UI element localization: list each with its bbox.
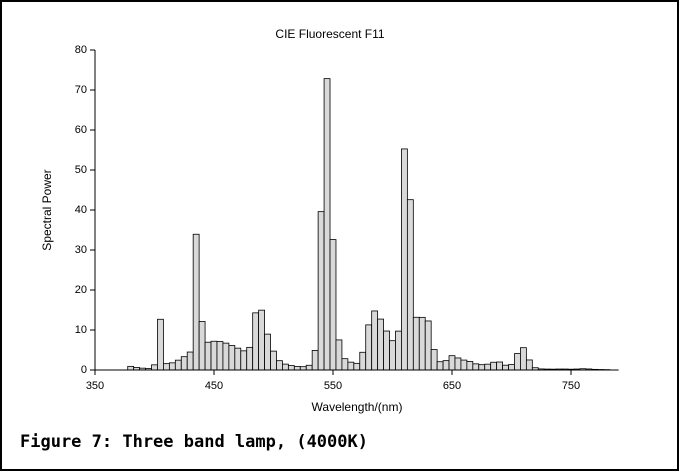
bar — [198, 321, 206, 371]
bar — [323, 78, 331, 371]
bar — [270, 350, 277, 371]
bar — [424, 320, 432, 371]
bar — [478, 364, 486, 371]
y-tick-label: 60 — [75, 124, 87, 136]
bar — [514, 353, 521, 371]
bar — [502, 364, 509, 371]
bar — [127, 365, 135, 371]
x-tick-label: 450 — [205, 380, 223, 392]
y-tick-label: 70 — [75, 84, 87, 96]
y-tick-label: 50 — [75, 164, 87, 176]
y-tick-label: 20 — [75, 284, 87, 296]
bar — [335, 339, 343, 371]
bar — [228, 345, 236, 371]
bar — [168, 362, 176, 371]
bar — [157, 318, 164, 371]
y-tick-label: 40 — [75, 204, 87, 216]
bar — [240, 350, 248, 371]
bar — [436, 361, 444, 371]
bar — [466, 361, 474, 371]
bar — [442, 360, 450, 371]
bar — [287, 365, 295, 371]
y-axis-label: Spectral Power — [40, 169, 54, 250]
bar — [305, 364, 313, 371]
bar — [186, 351, 194, 371]
y-tick-label: 80 — [75, 44, 87, 56]
bar — [341, 358, 349, 371]
bar — [484, 363, 492, 371]
bar — [460, 359, 468, 371]
x-tick-label: 750 — [562, 380, 580, 392]
bar — [472, 363, 480, 371]
bar — [353, 362, 361, 371]
bar — [222, 342, 230, 371]
bar — [496, 361, 503, 371]
y-tick-label: 10 — [75, 324, 87, 336]
bar — [525, 359, 533, 371]
bar — [371, 310, 379, 371]
bar — [264, 333, 271, 371]
bar — [180, 356, 188, 371]
x-tick-label: 650 — [443, 380, 461, 392]
bar — [151, 364, 158, 371]
bar — [293, 366, 301, 371]
bar — [430, 349, 438, 371]
bar — [418, 316, 426, 371]
bar — [454, 357, 462, 371]
bar — [383, 330, 390, 371]
x-tick-label: 550 — [324, 380, 342, 392]
x-tick-label: 350 — [86, 380, 104, 392]
bar — [234, 347, 242, 371]
caption: Figure 7: Three band lamp, (4000K) — [20, 432, 368, 452]
bar — [412, 316, 420, 371]
bar — [377, 318, 384, 371]
bar — [282, 363, 289, 371]
bar — [359, 351, 367, 371]
bar — [204, 341, 212, 371]
bar — [395, 330, 402, 371]
x-axis-label: Wavelength/(nm) — [312, 400, 403, 414]
bar — [174, 359, 182, 371]
bar — [210, 340, 218, 371]
bar — [252, 312, 260, 371]
bar — [347, 361, 355, 371]
y-tick-label: 0 — [81, 364, 87, 376]
bar — [406, 199, 414, 371]
bar — [276, 360, 283, 371]
bar — [508, 364, 515, 371]
bar — [490, 361, 498, 371]
bar — [448, 355, 456, 371]
bar — [329, 239, 337, 371]
y-tick-label: 30 — [75, 244, 87, 256]
bar — [311, 349, 319, 371]
bar — [317, 211, 325, 371]
bar — [246, 346, 254, 371]
bar — [216, 341, 224, 371]
chart-title: CIE Fluorescent F11 — [275, 27, 384, 41]
bar — [365, 324, 373, 371]
bar — [401, 148, 408, 371]
bar — [389, 340, 396, 371]
bar — [520, 347, 527, 371]
bar — [192, 233, 200, 371]
bar — [163, 363, 170, 371]
bar — [258, 309, 265, 371]
